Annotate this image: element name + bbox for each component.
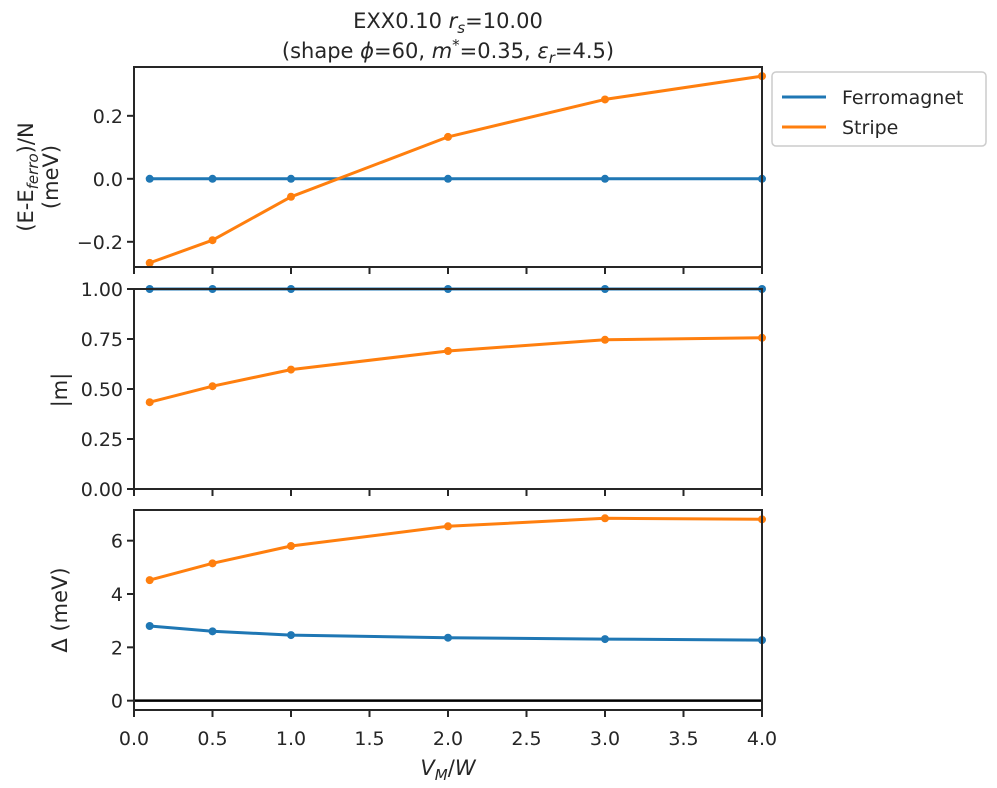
magnetization-ytick-label: 0.75 xyxy=(81,329,123,351)
xtick-label: 3.0 xyxy=(590,728,620,750)
legend-stripe-label: Stripe xyxy=(842,117,898,139)
magnetization-stripe-line xyxy=(149,336,763,404)
gap-axes-frame xyxy=(133,509,763,711)
xtick-label: 4.0 xyxy=(747,728,777,750)
magnetization-stripe-point xyxy=(287,365,295,374)
gap-stripe-point xyxy=(208,559,217,568)
xtick-label: 1.0 xyxy=(276,728,306,750)
magnetization-stripe-point xyxy=(208,382,217,391)
gap-ylabel: Δ (meV) xyxy=(48,567,72,652)
gap-ferromagnet-point xyxy=(208,627,217,636)
gap-ytick-label: 4 xyxy=(111,584,123,606)
magnetization-ytick-label: 1.00 xyxy=(81,279,123,301)
gap-ferromagnet-point xyxy=(287,631,295,640)
gap-ytick-label: 2 xyxy=(111,637,123,659)
xtick-label: 2.0 xyxy=(433,728,463,750)
x-axis-title: VM/W xyxy=(420,756,476,784)
gap-ferromagnet-point xyxy=(601,635,609,644)
energy-ylabel: (E-Eferro)/N (meV) xyxy=(14,122,63,231)
magnetization-stripe-point xyxy=(444,347,452,355)
energy-stripe-point xyxy=(145,258,154,267)
energy-ytick-label: 0.0 xyxy=(93,169,123,191)
energy-stripe-line xyxy=(149,74,763,265)
svg-text:(meV): (meV) xyxy=(39,145,63,209)
svg-text:(E-Eferro)/N: (E-Eferro)/N xyxy=(14,122,42,231)
energy-ytick-label: −0.2 xyxy=(77,232,123,254)
energy-ferromagnet-point xyxy=(208,174,217,183)
gap-ferromagnet-point xyxy=(444,633,452,642)
magnetization-stripe-point xyxy=(145,398,154,407)
energy-ferromagnet-point xyxy=(145,174,154,183)
chart-title-line2: (shape ϕ=60, m*=0.35, εr=4.5) xyxy=(282,36,614,67)
legend-ferromagnet-label: Ferromagnet xyxy=(842,87,963,109)
magnetization-panel: 0.00 0.25 0.50 0.75 1.00 xyxy=(81,279,766,501)
energy-stripe-point xyxy=(444,132,452,141)
magnetization-axes-frame xyxy=(133,288,763,490)
chart-title-line1: EXX0.10 rs=10.00 xyxy=(353,9,543,37)
legend: Ferromagnet Stripe xyxy=(771,71,987,147)
xtick-label: 1.5 xyxy=(354,728,384,750)
magnetization-ytick-label: 0.25 xyxy=(81,429,123,451)
gap-ferromagnet-point xyxy=(145,622,154,630)
energy-stripe-point xyxy=(601,95,609,104)
xtick-label: 0.0 xyxy=(119,728,149,750)
gap-ytick-label: 0 xyxy=(111,691,123,713)
magnetization-ytick-label: 0.00 xyxy=(81,479,123,501)
magnetization-ylabel: |m| xyxy=(48,373,73,408)
energy-stripe-point xyxy=(208,236,217,245)
gap-panel: 0 2 4 6 0.0 0.5 1.0 1.5 2.0 2.5 3.0 3.5 4.0 xyxy=(111,509,777,750)
magnetization-ytick-label: 0.50 xyxy=(81,379,123,401)
gap-ferromagnet-line xyxy=(149,624,763,642)
gap-stripe-line xyxy=(149,516,763,582)
energy-ferromagnet-point xyxy=(287,174,295,183)
gap-stripe-point xyxy=(287,542,295,550)
gap-ytick-label: 6 xyxy=(111,531,123,553)
gap-stripe-point xyxy=(601,514,609,523)
energy-ferromagnet-point xyxy=(444,174,452,183)
energy-ytick-label: 0.2 xyxy=(93,106,123,128)
energy-ferromagnet-point xyxy=(601,174,609,183)
gap-stripe-point xyxy=(145,576,154,585)
xtick-label: 2.5 xyxy=(511,728,541,750)
energy-panel: −0.2 0.0 0.2 xyxy=(77,66,766,274)
xtick-label: 0.5 xyxy=(197,728,227,750)
xtick-label: 3.5 xyxy=(668,728,698,750)
energy-stripe-point xyxy=(287,192,295,201)
energy-axes-frame xyxy=(133,66,763,268)
gap-stripe-point xyxy=(444,522,452,531)
magnetization-stripe-point xyxy=(601,335,609,344)
